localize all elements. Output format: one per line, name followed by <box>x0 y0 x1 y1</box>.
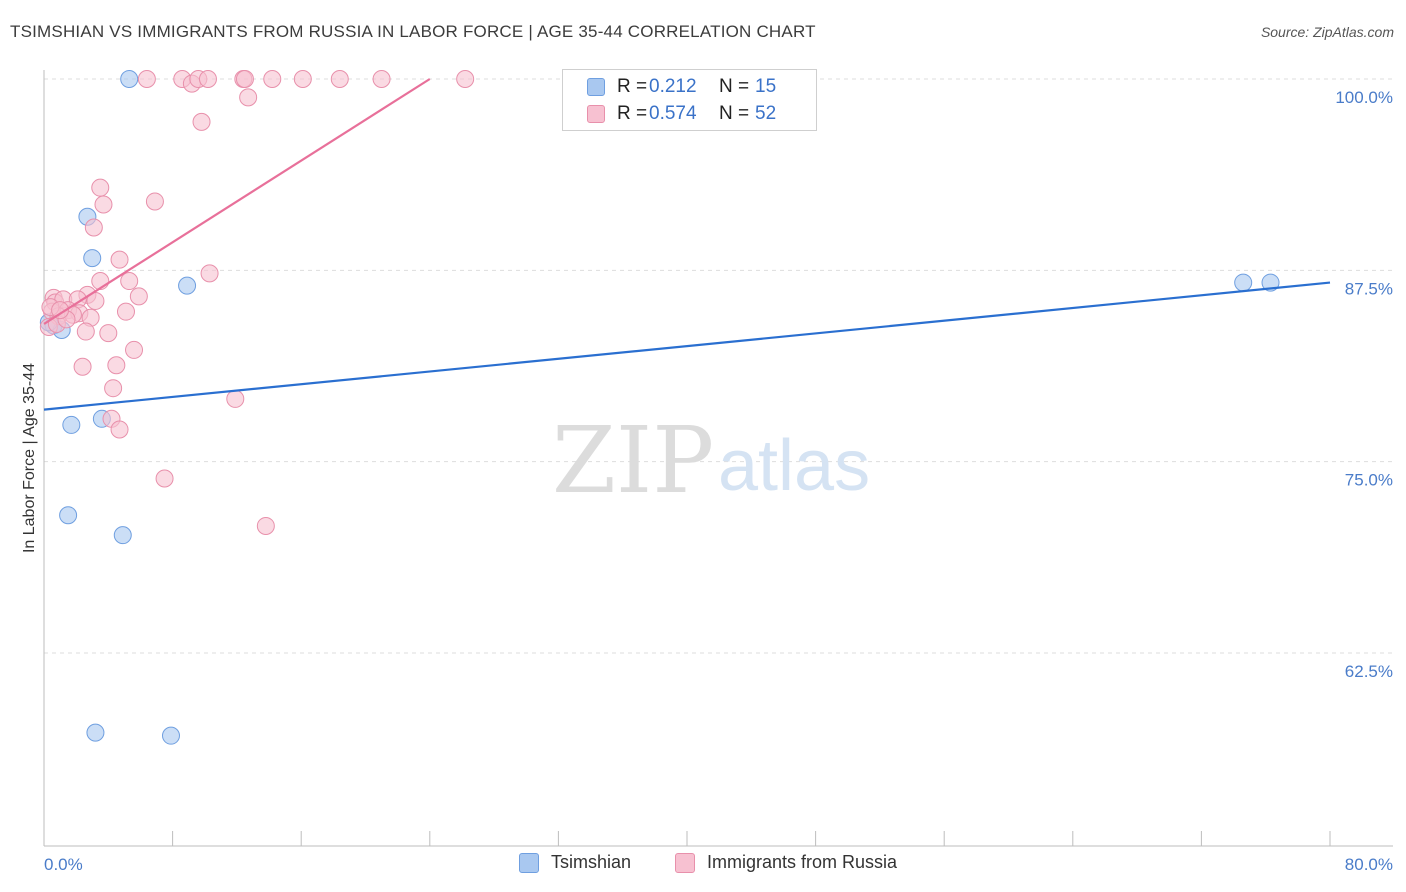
trend-line-tsimshian <box>43 281 1331 411</box>
point-russia <box>256 516 275 535</box>
point-tsimshian <box>161 726 180 745</box>
point-russia <box>129 287 148 306</box>
x-tick-label-max: 80.0% <box>1345 855 1393 874</box>
legend-row-tsimshian: R = 0.212 N = 15 <box>587 75 776 99</box>
legend-swatch-russia <box>675 852 695 873</box>
watermark-atlas: atlas <box>718 426 870 506</box>
legend-swatch-tsimshian <box>519 852 539 873</box>
point-tsimshian <box>1261 273 1280 292</box>
x-tick-label-min: 0.0% <box>44 855 83 874</box>
point-russia <box>145 192 164 211</box>
legend-label-russia: Immigrants from Russia <box>707 852 898 872</box>
legend-r-value: 0.212 <box>649 76 697 97</box>
legend-n-label: N = <box>719 76 750 97</box>
trend-lines <box>43 78 1331 411</box>
legend-swatch-blue <box>587 78 605 96</box>
point-russia <box>99 324 118 343</box>
point-russia <box>110 420 129 439</box>
watermark-zip: ZIP <box>552 407 714 514</box>
y-tick-label: 87.5% <box>1345 279 1393 298</box>
point-russia <box>116 302 135 321</box>
point-tsimshian <box>62 415 81 434</box>
point-russia <box>94 195 113 214</box>
point-russia <box>107 356 126 375</box>
point-russia <box>330 70 349 88</box>
point-tsimshian <box>178 276 197 295</box>
point-tsimshian <box>83 249 102 268</box>
axes <box>43 70 1393 847</box>
point-russia <box>73 357 92 376</box>
series-legend: Tsimshian Immigrants from Russia <box>0 852 1406 876</box>
point-russia <box>198 70 217 88</box>
source-label: Source: ZipAtlas.com <box>1260 24 1394 40</box>
point-russia <box>110 250 129 269</box>
point-tsimshian <box>59 506 78 525</box>
trend-line-russia <box>43 78 431 325</box>
point-russia <box>120 272 139 291</box>
data-points <box>39 70 1280 745</box>
legend-r-value: 0.574 <box>649 103 697 124</box>
point-russia <box>372 70 391 88</box>
point-russia <box>239 88 258 107</box>
point-russia <box>76 322 95 341</box>
legend-n-value: 15 <box>755 76 777 97</box>
gridlines <box>44 78 1393 654</box>
point-tsimshian <box>120 70 139 88</box>
watermark: ZIP atlas <box>552 407 870 514</box>
point-russia <box>293 70 312 88</box>
legend-n-value: 52 <box>755 103 777 124</box>
y-axis-label: In Labor Force | Age 35-44 <box>21 363 38 553</box>
y-tick-label: 75.0% <box>1345 471 1393 490</box>
legend-item-russia[interactable]: Immigrants from Russia <box>675 852 897 873</box>
legend-item-tsimshian[interactable]: Tsimshian <box>519 852 631 873</box>
point-russia <box>192 112 211 131</box>
point-russia <box>456 70 475 88</box>
point-russia <box>125 340 144 359</box>
legend-swatch-pink <box>587 105 605 123</box>
point-russia <box>235 70 254 88</box>
point-russia <box>263 70 282 88</box>
point-russia <box>155 469 174 488</box>
point-russia <box>51 301 70 320</box>
legend-row-russia: R = 0.574 N = 52 <box>587 102 776 126</box>
legend-n-label: N = <box>719 103 750 124</box>
legend-r-label: R = <box>617 76 648 97</box>
legend-r-label: R = <box>617 103 648 124</box>
correlation-legend: R = 0.212 N = 15 R = 0.574 N = 52 <box>562 69 817 131</box>
point-tsimshian <box>86 723 105 742</box>
point-tsimshian <box>113 526 132 545</box>
y-tick-label: 62.5% <box>1345 662 1393 681</box>
point-russia <box>200 264 219 283</box>
point-russia <box>104 379 123 398</box>
point-russia <box>91 178 110 197</box>
legend-label-tsimshian: Tsimshian <box>551 852 632 872</box>
chart-title: TSIMSHIAN VS IMMIGRANTS FROM RUSSIA IN L… <box>10 22 816 41</box>
point-russia <box>137 70 156 88</box>
y-tick-labels: 100.0% 87.5% 75.0% 62.5% <box>1335 88 1393 681</box>
point-russia <box>226 389 245 408</box>
point-russia <box>84 218 103 237</box>
point-tsimshian <box>1234 273 1253 292</box>
x-ticks <box>172 831 1331 846</box>
y-tick-label: 100.0% <box>1335 88 1393 107</box>
